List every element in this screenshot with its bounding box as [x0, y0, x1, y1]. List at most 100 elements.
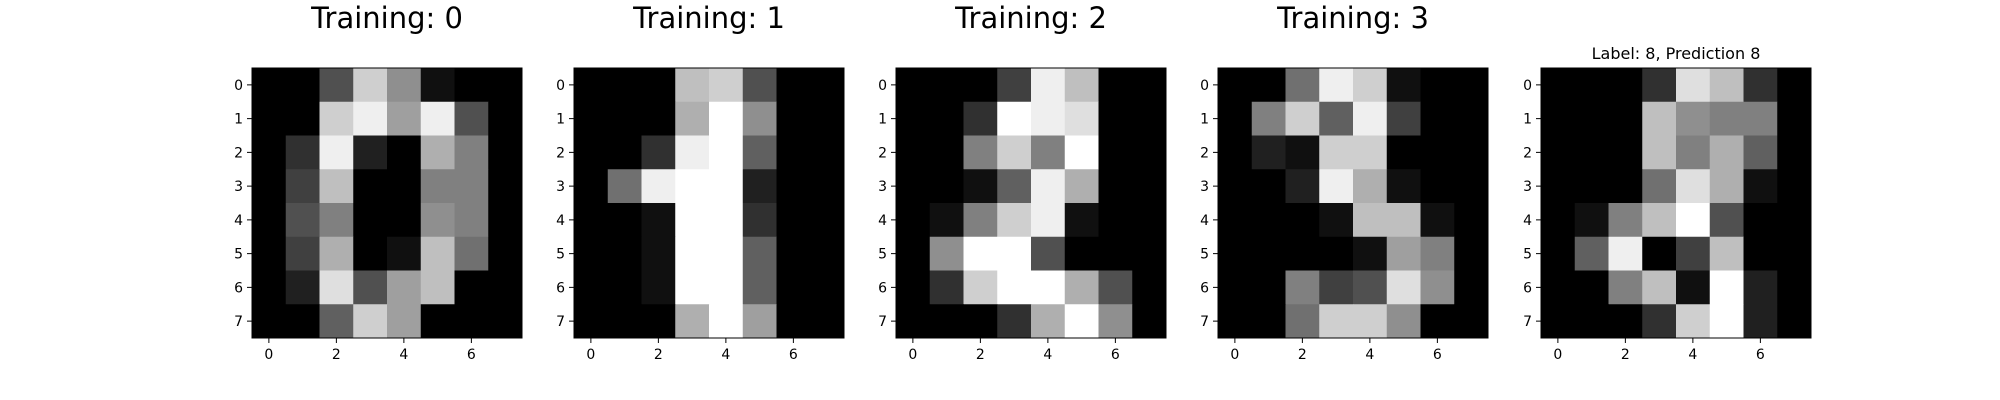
pixel-cell [1574, 135, 1609, 170]
x-tick-label: 6 [1111, 347, 1120, 363]
pixel-cell [420, 270, 455, 305]
pixel-cell [1541, 236, 1576, 271]
pixel-cell [319, 135, 354, 170]
x-tick-label: 0 [1230, 347, 1239, 363]
pixel-cell [420, 135, 455, 170]
pixel-cell [1420, 68, 1455, 103]
pixel-cell [963, 68, 998, 103]
pixel-cell [997, 236, 1032, 271]
pixel-cell [252, 236, 287, 271]
pixel-cell [353, 304, 388, 339]
pixel-cell [1132, 270, 1167, 305]
pixel-cell [1132, 236, 1167, 271]
y-tick-label: 5 [234, 247, 243, 263]
pixel-cell [1132, 169, 1167, 204]
pixel-cell [1743, 68, 1778, 103]
pixel-cell [285, 236, 320, 271]
pixel-cell [929, 101, 964, 136]
pixel-cell [488, 135, 523, 170]
pixel-cell [641, 304, 676, 339]
pixel-cell [1386, 304, 1421, 339]
pixel-cell [997, 135, 1032, 170]
pixel-cell [1574, 304, 1609, 339]
pixel-cell [1218, 135, 1253, 170]
pixel-cell [1454, 135, 1489, 170]
y-tick-label: 5 [1523, 247, 1532, 263]
pixel-cell [997, 304, 1032, 339]
y-tick-label: 7 [1200, 314, 1209, 330]
pixel-cell [353, 101, 388, 136]
pixel-cell [963, 101, 998, 136]
pixel-cell [810, 203, 845, 238]
pixel-cell [1098, 68, 1133, 103]
pixel-cell [353, 236, 388, 271]
y-tick-label: 6 [878, 280, 887, 296]
digit-panel-1: Training: 1 0 2 4 6 0 1 2 3 4 5 6 7 [556, 1, 845, 363]
pixel-cell [574, 101, 609, 136]
y-tick-label: 2 [1200, 145, 1209, 161]
pixel-cell [810, 304, 845, 339]
pixel-cell [1676, 135, 1711, 170]
pixel-cell [709, 169, 744, 204]
y-tick-label: 6 [556, 280, 565, 296]
pixel-cell [929, 169, 964, 204]
pixel-cell [1353, 101, 1388, 136]
pixel-cell [1454, 68, 1489, 103]
digit-panel-0: Training: 0 0 2 4 6 0 1 2 3 4 5 6 7 [234, 1, 523, 363]
pixel-cell [1353, 236, 1388, 271]
x-tick-label: 2 [976, 347, 985, 363]
pixel-cell [1608, 304, 1643, 339]
pixel-cell [1319, 169, 1354, 204]
pixel-cell [252, 304, 287, 339]
pixel-cell [1642, 169, 1677, 204]
pixel-cell [776, 68, 811, 103]
pixel-cell [1574, 101, 1609, 136]
pixel-cell [1709, 270, 1744, 305]
pixel-cell [607, 135, 642, 170]
pixel-cell [1709, 203, 1744, 238]
x-tick-label: 2 [1298, 347, 1307, 363]
pixel-cell [1709, 101, 1744, 136]
pixel-cell [574, 236, 609, 271]
y-tick-label: 4 [556, 213, 565, 229]
panel-title: Training: 3 [1276, 1, 1429, 35]
y-tick-label: 0 [234, 78, 243, 94]
y-tick-label: 1 [1523, 112, 1532, 128]
pixel-cell [319, 68, 354, 103]
pixel-cell [488, 304, 523, 339]
pixel-cell [1743, 304, 1778, 339]
pixel-cell [1541, 169, 1576, 204]
pixel-cell [387, 203, 422, 238]
pixel-cell [319, 304, 354, 339]
pixel-cell [896, 236, 931, 271]
pixel-cell [675, 68, 710, 103]
pixel-cell [607, 236, 642, 271]
pixel-cell [353, 169, 388, 204]
pixel-cell [963, 169, 998, 204]
pixel-cell [285, 68, 320, 103]
pixel-cell [1386, 236, 1421, 271]
x-tick-label: 0 [264, 347, 273, 363]
pixel-cell [810, 68, 845, 103]
pixel-cell [1251, 169, 1286, 204]
pixel-cell [1251, 101, 1286, 136]
pixel-cell [709, 68, 744, 103]
pixel-cell [896, 304, 931, 339]
digit-panel-3: Training: 3 0 2 4 6 0 1 2 3 4 5 6 7 [1200, 1, 1489, 363]
pixel-cell [1541, 304, 1576, 339]
pixel-cell [1132, 101, 1167, 136]
pixel-cell [1064, 101, 1099, 136]
pixel-cell [1777, 203, 1812, 238]
pixel-cell [285, 270, 320, 305]
pixel-cell [1064, 304, 1099, 339]
pixel-cell [1319, 270, 1354, 305]
pixel-cell [607, 101, 642, 136]
pixel-cell [1608, 270, 1643, 305]
pixel-cell [1420, 203, 1455, 238]
pixel-cell [1319, 203, 1354, 238]
pixel-cell [776, 135, 811, 170]
pixel-cell [1454, 304, 1489, 339]
pixel-cell [1574, 236, 1609, 271]
pixel-cell [1285, 304, 1320, 339]
y-tick-label: 5 [878, 247, 887, 263]
